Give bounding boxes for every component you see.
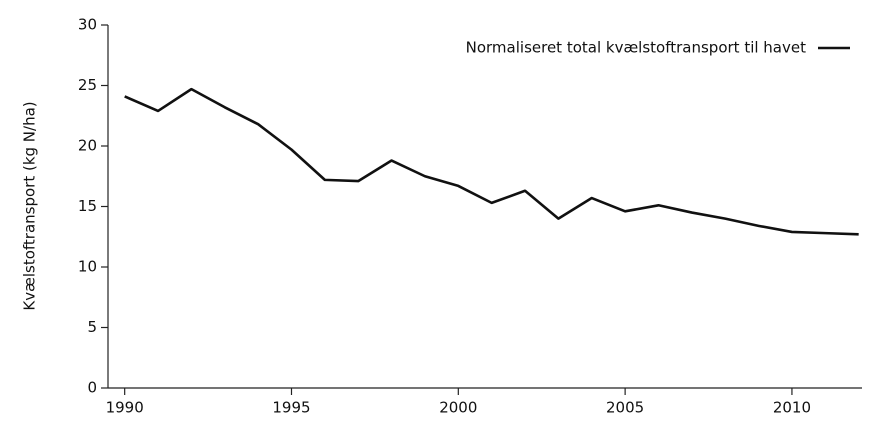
y-tick-label: 20 xyxy=(78,137,97,155)
y-tick-label: 5 xyxy=(87,318,97,336)
y-tick-label: 25 xyxy=(78,76,97,94)
y-axis-label: Kvælstoftransport (kg N/ha) xyxy=(21,101,39,310)
x-tick-label: 2010 xyxy=(773,399,811,417)
line xyxy=(124,87,859,236)
y-tick-label: 30 xyxy=(78,16,97,34)
x-tick-label: 2005 xyxy=(606,399,644,417)
y-tick-label: 10 xyxy=(78,258,97,276)
legend-label: Normaliseret total kvælstoftransport til… xyxy=(466,39,806,57)
x-tick-label: 1990 xyxy=(106,399,144,417)
y-tick-label: 0 xyxy=(87,379,97,397)
x-tick-label: 2000 xyxy=(439,399,477,417)
x-tick-label: 1995 xyxy=(272,399,310,417)
y-tick-label: 15 xyxy=(78,197,97,215)
